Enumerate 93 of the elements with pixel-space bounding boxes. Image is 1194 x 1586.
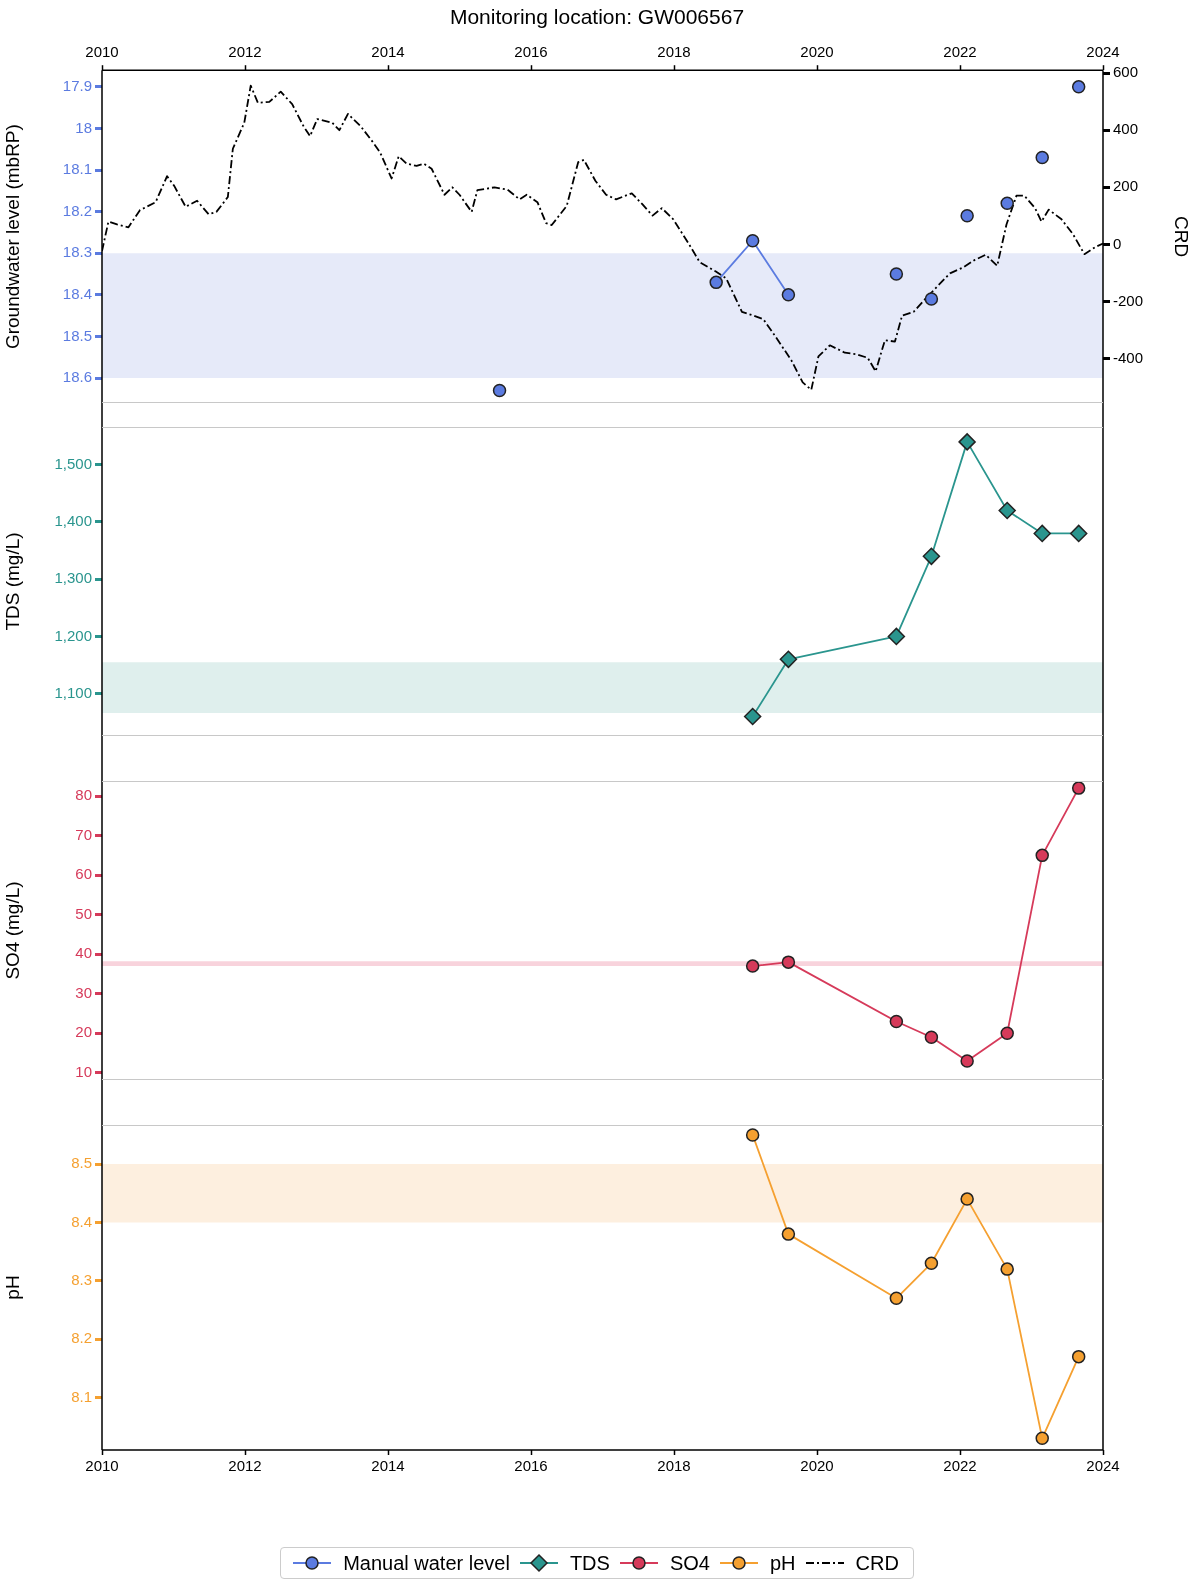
- y-axis-title: SO4 (mg/L): [1, 881, 23, 980]
- point: [781, 288, 796, 302]
- point: [1071, 80, 1086, 94]
- point: [960, 209, 974, 223]
- y-tick-label: 1,500: [54, 454, 92, 472]
- y-tick-label: 1,100: [54, 683, 92, 701]
- point: [998, 501, 1016, 520]
- y2-tick-label: 200: [1113, 177, 1139, 195]
- y2-tick-label: 600: [1113, 63, 1139, 81]
- y-tick-label: 18: [75, 118, 92, 136]
- point: [1000, 1026, 1014, 1041]
- x-tick-label: 2022: [943, 43, 977, 61]
- point: [889, 1014, 904, 1029]
- point: [960, 1054, 974, 1068]
- y-tick-label: 17.9: [62, 76, 92, 94]
- x-tick-label: 2024: [1086, 43, 1120, 61]
- x-tick-label: 2018: [657, 1457, 691, 1475]
- point: [1035, 848, 1049, 863]
- y-tick-label: 1,200: [54, 626, 92, 644]
- x-tick-label: 2016: [514, 1457, 548, 1475]
- point: [1069, 524, 1088, 543]
- x-tick-label: 2010: [85, 43, 119, 61]
- y-tick-label: 20: [75, 1023, 92, 1041]
- x-tick-label: 2010: [85, 1457, 119, 1475]
- point: [709, 275, 723, 290]
- y-tick-label: 18.6: [62, 368, 92, 386]
- point: [1071, 781, 1086, 795]
- legend-label: SO4: [669, 1551, 710, 1575]
- y-tick-label: 18.3: [62, 243, 92, 261]
- x-tick-label: 2024: [1086, 1457, 1120, 1475]
- y-axis-title: pH: [1, 1275, 23, 1300]
- x-tick-label: 2016: [514, 43, 548, 61]
- y-tick-label: 30: [75, 983, 92, 1001]
- point: [960, 1192, 974, 1206]
- y-tick-label: 50: [75, 904, 92, 922]
- y-tick-label: 8.4: [71, 1212, 92, 1230]
- y-tick-label: 18.1: [62, 160, 92, 178]
- point: [1035, 150, 1049, 165]
- point: [743, 707, 762, 726]
- y-tick-label: 8.5: [71, 1154, 92, 1172]
- y-tick-label: 1,400: [54, 512, 92, 530]
- x-tick-label: 2014: [371, 1457, 405, 1475]
- y-tick-label: 8.1: [71, 1387, 92, 1405]
- y-tick-label: 18.4: [62, 284, 92, 302]
- point: [492, 383, 507, 398]
- y-tick-label: 10: [75, 1063, 92, 1081]
- point: [1071, 1349, 1086, 1364]
- y-axis-title: Groundwater level (mbRP): [1, 124, 23, 350]
- point: [924, 1256, 939, 1271]
- y-tick-label: 1,300: [54, 569, 92, 587]
- point: [745, 234, 760, 248]
- point: [922, 547, 941, 566]
- x-tick-label: 2018: [657, 43, 691, 61]
- legend-label: CRD: [855, 1551, 899, 1575]
- y2-tick-label: 0: [1113, 234, 1122, 252]
- y-tick-label: 8.2: [71, 1329, 92, 1347]
- y2-tick-label: -400: [1113, 348, 1144, 366]
- point: [889, 267, 904, 281]
- x-tick-label: 2012: [228, 1457, 262, 1475]
- point: [781, 1227, 796, 1241]
- y-tick-label: 40: [75, 944, 92, 962]
- y2-tick-label: 400: [1113, 120, 1139, 138]
- y2-axis-title: CRD: [1171, 216, 1193, 258]
- point: [1000, 1262, 1014, 1276]
- y-tick-label: 8.3: [71, 1270, 92, 1288]
- point: [887, 627, 906, 646]
- y-tick-label: 80: [75, 786, 92, 804]
- y-tick-label: 18.5: [62, 326, 92, 344]
- x-tick-label: 2014: [371, 43, 405, 61]
- point: [781, 955, 796, 969]
- point: [1035, 1431, 1049, 1446]
- x-tick-label: 2020: [800, 43, 834, 61]
- point: [745, 1128, 760, 1142]
- y2-tick-label: -200: [1113, 291, 1144, 309]
- point: [745, 959, 760, 973]
- chart-title: Monitoring location: GW006567: [449, 5, 745, 29]
- legend-label: TDS: [569, 1551, 610, 1575]
- y-tick-label: 18.2: [62, 201, 92, 219]
- y-tick-label: 70: [75, 825, 92, 843]
- y-tick-label: 60: [75, 865, 92, 883]
- legend-label: pH: [769, 1551, 796, 1575]
- point: [1033, 524, 1051, 543]
- x-tick-label: 2012: [228, 43, 262, 61]
- legend-label: Manual water level: [343, 1551, 510, 1575]
- point: [1000, 196, 1014, 211]
- point: [924, 1030, 939, 1045]
- y-axis-title: TDS (mg/L): [1, 532, 23, 631]
- point: [924, 292, 939, 306]
- point: [958, 433, 976, 451]
- x-tick-label: 2020: [800, 1457, 834, 1475]
- x-tick-label: 2022: [943, 1457, 977, 1475]
- point: [779, 650, 798, 669]
- point: [889, 1291, 904, 1306]
